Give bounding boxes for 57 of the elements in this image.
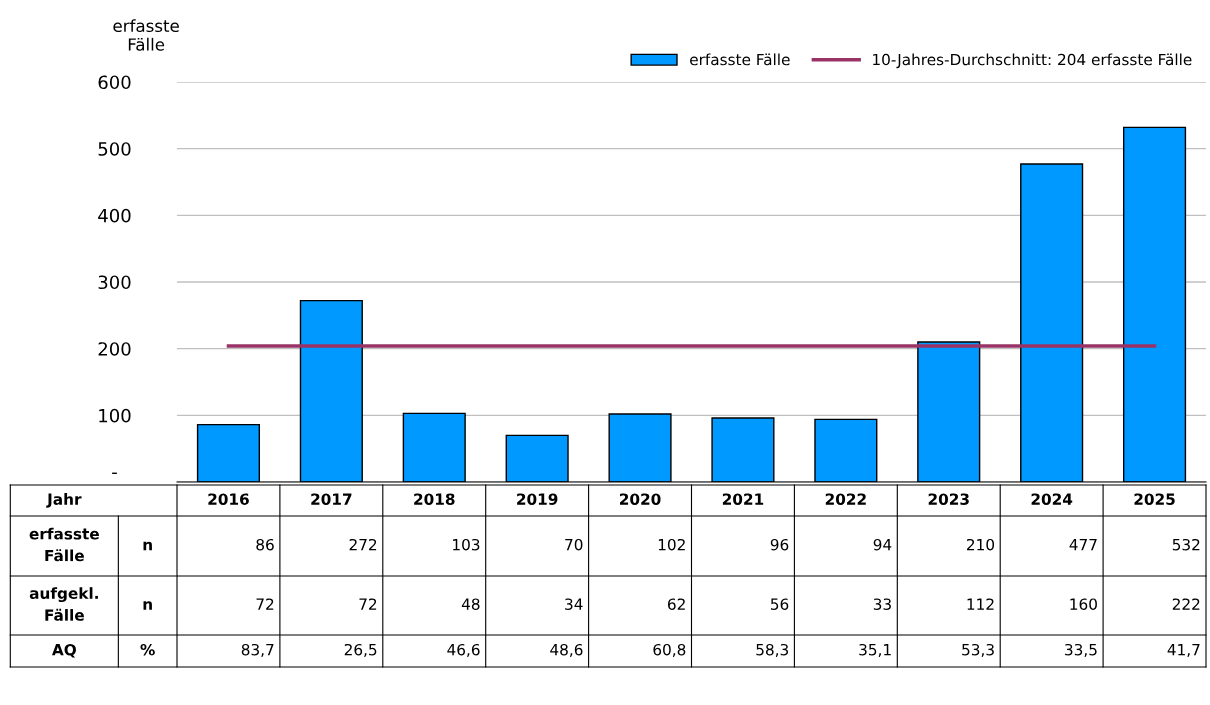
text: 72: [256, 598, 274, 610]
legend-label: erfasste Fälle: [690, 53, 790, 66]
x-tick-label: 2023: [928, 493, 969, 505]
text: 33: [873, 598, 891, 610]
text: n: [143, 541, 152, 551]
text: 34: [565, 598, 583, 610]
data-label: 86: [256, 538, 274, 551]
text: 46,6: [447, 643, 480, 657]
text: n: [143, 601, 152, 610]
text: 160: [1070, 598, 1097, 610]
text: 48,6: [550, 643, 583, 657]
y-axis-title: erfasste Fälle: [113, 19, 179, 51]
text: 72: [359, 598, 377, 610]
y-tick-label: 500: [98, 142, 131, 156]
data-label: 102: [658, 538, 685, 551]
x-tick-label: 2021: [722, 493, 764, 505]
text: 58,3: [756, 643, 789, 657]
y-tick-label: -: [112, 472, 117, 475]
x-tick-label: 2020: [620, 493, 661, 505]
text: 112: [967, 598, 994, 610]
x-tick-label: 2019: [517, 493, 558, 505]
text: 222: [1172, 598, 1200, 610]
text: 48: [461, 598, 480, 610]
text: Jahr: [46, 493, 82, 508]
data-label: 96: [770, 538, 789, 551]
text: 56: [770, 598, 789, 610]
x-tick-label: 2025: [1134, 493, 1175, 505]
y-tick-label: 200: [98, 342, 131, 356]
text: %: [140, 643, 155, 656]
data-label: 210: [967, 538, 995, 551]
text: 62: [667, 598, 685, 610]
text: 60,8: [653, 643, 686, 657]
data-label: 94: [873, 538, 892, 551]
text: 83,7: [241, 643, 274, 657]
text: aufgekl. Fälle: [29, 587, 98, 621]
x-tick-label: 2016: [208, 493, 249, 505]
data-label: 477: [1069, 539, 1097, 551]
x-tick-label: 2024: [1031, 493, 1073, 505]
y-tick-label: 300: [98, 275, 131, 290]
text: 33,5: [1065, 643, 1097, 657]
data-label: 532: [1172, 538, 1200, 551]
y-tick-label: 100: [99, 408, 131, 423]
x-tick-label: 2017: [311, 493, 352, 505]
y-tick-label: 600: [98, 75, 131, 90]
text: erfasste Fälle: [29, 527, 99, 562]
text: AQ: [51, 643, 76, 658]
y-tick-label: 400: [98, 208, 131, 223]
text: 53,3: [962, 643, 994, 657]
x-tick-label: 2018: [414, 493, 455, 505]
data-label: 103: [453, 538, 480, 551]
text: 41,7: [1167, 644, 1200, 657]
text: 26,5: [344, 643, 377, 657]
text: 35,1: [859, 643, 891, 657]
data-label: 70: [565, 538, 583, 551]
legend-label: 10-Jahres-Durchschnitt: 204 erfasste Fälle: [873, 53, 1192, 69]
data-label: 272: [349, 538, 377, 551]
x-tick-label: 2022: [825, 493, 866, 505]
